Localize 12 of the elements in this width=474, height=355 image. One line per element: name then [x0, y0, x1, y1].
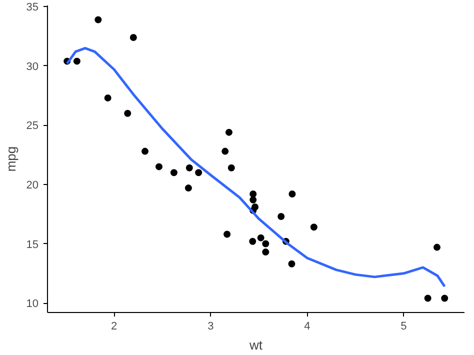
y-tick-label: 10 — [26, 298, 39, 310]
y-tick-label: 15 — [26, 238, 39, 251]
y-tick-label: 20 — [26, 179, 39, 192]
y-tick-label: 30 — [26, 60, 39, 73]
y-tick-label: 35 — [26, 2, 39, 14]
x-tick-label: 2 — [111, 320, 118, 332]
y-axis-title: mpg — [3, 146, 18, 172]
x-tick-label: 3 — [208, 320, 214, 332]
y-tick-label: 25 — [26, 120, 39, 132]
x-tick-label: 5 — [400, 320, 407, 332]
x-axis-title: wt — [248, 338, 263, 352]
x-tick-label: 4 — [304, 320, 310, 332]
